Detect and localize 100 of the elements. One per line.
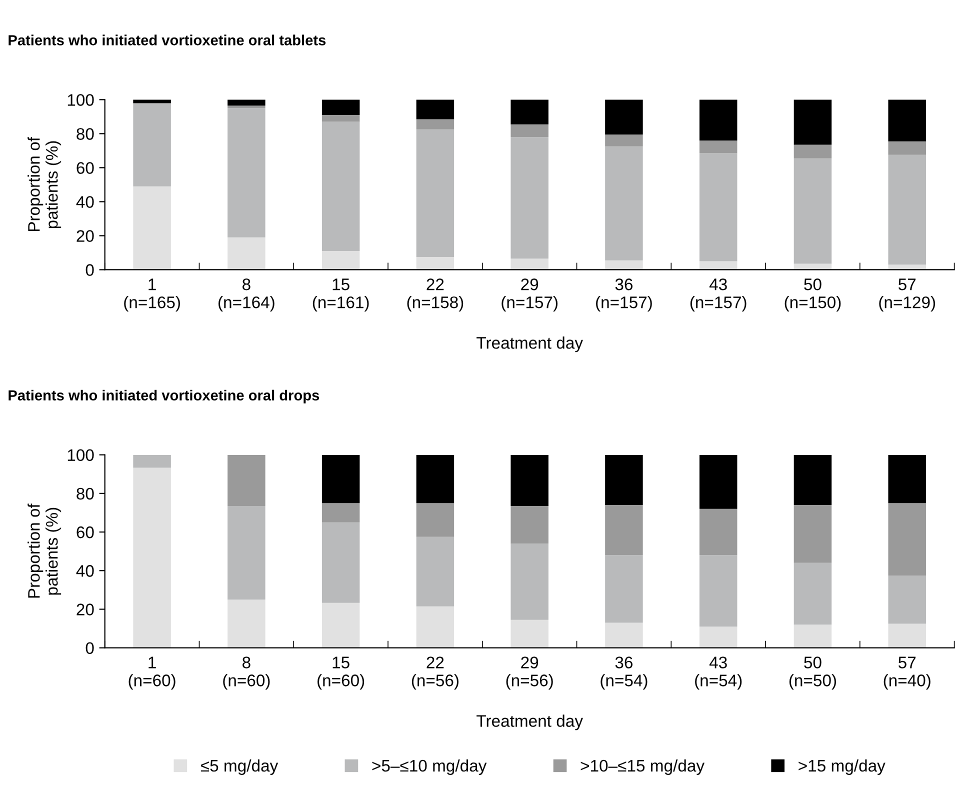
bar bbox=[794, 158, 832, 264]
bar bbox=[133, 454, 171, 468]
bar bbox=[228, 237, 266, 270]
x-tick-label: 1 (n=60) bbox=[128, 656, 176, 690]
bar bbox=[510, 258, 548, 270]
chart-title: Patients who initiated vortioxetine oral tablets bbox=[8, 34, 326, 46]
bar bbox=[228, 106, 266, 108]
bar bbox=[416, 503, 454, 537]
bar bbox=[699, 508, 738, 556]
legend-label: >15 mg/day bbox=[798, 759, 886, 775]
bar bbox=[888, 154, 926, 265]
bar bbox=[416, 454, 454, 504]
bar bbox=[133, 186, 171, 270]
y-tick-label: 80 bbox=[76, 128, 94, 140]
bar bbox=[416, 100, 454, 120]
x-tick-label: 43 (n=54) bbox=[695, 656, 742, 690]
bar bbox=[605, 134, 643, 146]
bar bbox=[416, 256, 454, 270]
bar bbox=[888, 624, 926, 648]
x-axis-title: Treatment day bbox=[476, 714, 583, 730]
bar bbox=[322, 602, 360, 648]
bar bbox=[228, 100, 266, 106]
x-tick-label: 8 (n=164) bbox=[218, 278, 274, 312]
bar bbox=[888, 100, 926, 142]
bar bbox=[322, 454, 360, 504]
y-tick-label: 100 bbox=[68, 449, 94, 462]
y-tick-label: 100 bbox=[68, 94, 94, 106]
x-tick-label: 36 (n=54) bbox=[600, 656, 648, 690]
bar bbox=[605, 505, 643, 556]
y-axis-title: Proportion of patients (%) bbox=[28, 504, 62, 598]
y-tick-label: 0 bbox=[86, 264, 94, 276]
bar bbox=[228, 506, 266, 600]
legend-label: >10–≤15 mg/day bbox=[580, 759, 704, 775]
legend-label: >5–≤10 mg/day bbox=[372, 759, 487, 775]
x-tick-label: 15 (n=161) bbox=[312, 278, 369, 312]
bar bbox=[416, 129, 454, 257]
bar bbox=[228, 600, 266, 648]
x-tick-label: 43 (n=157) bbox=[690, 278, 746, 312]
y-tick-label: 80 bbox=[76, 488, 94, 500]
x-tick-label: 57 (n=129) bbox=[879, 278, 936, 312]
y-tick-label: 60 bbox=[76, 162, 94, 174]
bar bbox=[794, 454, 832, 506]
bar bbox=[322, 251, 360, 270]
bar bbox=[888, 575, 926, 624]
bar bbox=[133, 104, 171, 186]
bar bbox=[510, 506, 548, 544]
y-tick-label: 20 bbox=[76, 230, 94, 242]
bar bbox=[794, 100, 832, 145]
bar bbox=[228, 108, 266, 238]
bar bbox=[510, 124, 548, 138]
bar bbox=[605, 622, 643, 648]
bar bbox=[699, 100, 738, 140]
bar bbox=[322, 122, 360, 252]
y-tick-label: 40 bbox=[76, 196, 94, 208]
bar bbox=[794, 144, 832, 158]
bar bbox=[510, 620, 548, 648]
bar bbox=[510, 137, 548, 259]
bar bbox=[133, 468, 171, 648]
x-tick-label: 29 (n=157) bbox=[502, 278, 558, 312]
bar bbox=[322, 522, 360, 603]
bar bbox=[510, 544, 548, 620]
bar bbox=[699, 555, 738, 627]
x-tick-label: 29 (n=56) bbox=[506, 656, 553, 690]
y-axis-title: Proportion of patients (%) bbox=[28, 136, 62, 232]
x-tick-label: 22 (n=158) bbox=[407, 278, 464, 312]
bar bbox=[888, 141, 926, 155]
bar bbox=[888, 503, 926, 576]
bar bbox=[416, 119, 454, 130]
bar bbox=[605, 100, 643, 135]
x-tick-label: 15 (n=60) bbox=[318, 656, 364, 690]
bar bbox=[699, 153, 738, 262]
bar bbox=[699, 261, 738, 270]
bar bbox=[794, 562, 832, 625]
y-tick-label: 60 bbox=[76, 526, 94, 538]
x-tick-label: 50 (n=150) bbox=[784, 278, 841, 312]
bar bbox=[322, 114, 360, 122]
bar bbox=[416, 536, 454, 606]
bar bbox=[794, 505, 832, 563]
bar bbox=[699, 626, 738, 648]
bar bbox=[699, 454, 738, 509]
x-tick-label: 50 (n=50) bbox=[789, 656, 836, 690]
chart-title: Patients who initiated vortioxetine oral drops bbox=[8, 390, 320, 404]
bar bbox=[605, 555, 643, 623]
bar bbox=[699, 140, 738, 154]
bar bbox=[228, 454, 266, 506]
bar bbox=[888, 454, 926, 504]
bar bbox=[510, 100, 548, 124]
bar bbox=[322, 503, 360, 522]
legend-label: ≤5 mg/day bbox=[200, 759, 278, 775]
x-tick-label: 8 (n=60) bbox=[223, 656, 270, 690]
y-tick-label: 0 bbox=[86, 642, 94, 654]
bar bbox=[322, 100, 360, 115]
bar bbox=[605, 260, 643, 270]
x-tick-label: 22 (n=56) bbox=[412, 656, 458, 690]
y-tick-label: 20 bbox=[76, 604, 94, 616]
x-axis-title: Treatment day bbox=[476, 336, 583, 352]
bar bbox=[605, 454, 643, 506]
bar bbox=[794, 624, 832, 648]
y-tick-label: 40 bbox=[76, 565, 94, 577]
bar bbox=[605, 146, 643, 260]
